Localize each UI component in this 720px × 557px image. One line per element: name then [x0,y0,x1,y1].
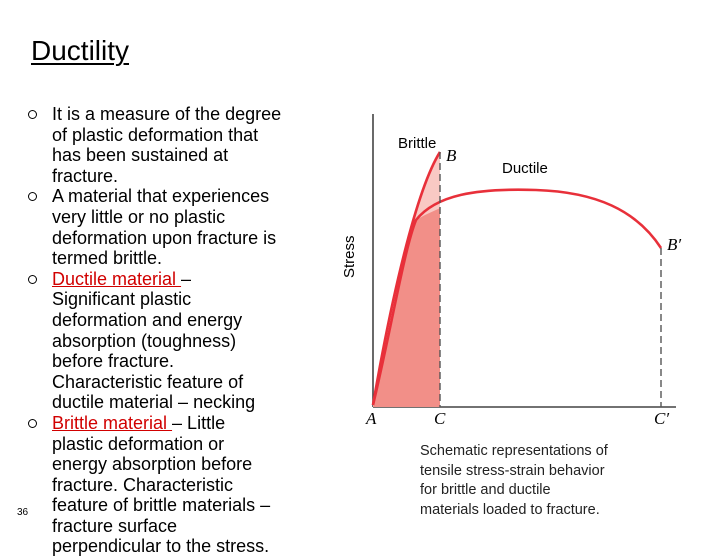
bullet-line: perpendicular to the stress. [52,536,270,557]
brittle-curve [371,151,442,406]
y-axis-label: Stress [341,235,358,278]
bullet-line: before fracture. [52,351,175,372]
brittle-material-term: Brittle material [52,412,173,433]
point-c-label: C [434,409,446,428]
bullet-line: energy absorption before [52,454,253,475]
bullet-line: fracture. [52,165,119,186]
bullet-circle-icon [28,418,37,428]
point-b-label: B [446,146,457,165]
ductile-material-term: Ductile material [52,268,182,289]
bullet-item: Ductile material – Significant plastic d… [24,269,324,413]
bullet-line: very little or no plastic [52,206,226,227]
bullet-item: It is a measure of the degree of plastic… [24,104,324,186]
bullet-line: fracture surface [52,515,178,536]
bullet-line: ductile material – necking [52,392,256,413]
point-a-label: A [365,409,377,428]
bullet-line: fracture. Characteristic [52,474,234,495]
bullet-line: – [181,268,192,289]
bullet-line: feature of brittle materials – [52,495,271,516]
bullet-circle-icon [28,274,37,284]
stress-strain-figure: Stress Brittle Ductile B B′ A C C′ [341,114,681,428]
point-b-prime-label: B′ [667,235,681,254]
bullet-line: plastic deformation or [52,433,225,454]
caption-line: materials loaded to fracture. [420,501,600,518]
bullet-list: It is a measure of the degree of plastic… [24,104,324,557]
bullet-line: of plastic deformation that [52,124,259,145]
caption-line: Schematic representations of [420,443,608,459]
ductile-energy-region [373,208,440,407]
slide-number: 36 [17,507,29,518]
bullet-circle-icon [28,192,37,202]
bullet-item: Brittle material – Little plastic deform… [24,413,324,557]
figure-caption: Schematic representations of tensile str… [420,442,660,520]
ductile-curve-label: Ductile [502,160,548,177]
bullet-line: deformation and energy [52,309,243,330]
bullet-line: – Little [172,412,226,433]
bullet-line: deformation upon fracture is [52,227,277,248]
bullet-line: Significant plastic [52,289,192,310]
bullet-circle-icon [28,110,37,119]
bullet-line: absorption (toughness) [52,330,237,351]
bullet-line: A material that experiences [52,186,270,207]
brittle-curve-label: Brittle [398,135,436,152]
ductile-curve [371,188,663,406]
point-c-prime-label: C′ [654,409,669,428]
slide-title: Ductility [31,35,130,66]
bullet-item: A material that experiences very little … [24,186,324,268]
bullet-line: Characteristic feature of [52,371,244,392]
bullet-line: has been sustained at [52,145,229,166]
bullet-line: termed brittle. [52,248,163,269]
bullet-line: It is a measure of the degree [52,104,282,124]
caption-line: for brittle and ductile [420,482,551,499]
caption-line: tensile stress-strain behavior [420,462,605,479]
